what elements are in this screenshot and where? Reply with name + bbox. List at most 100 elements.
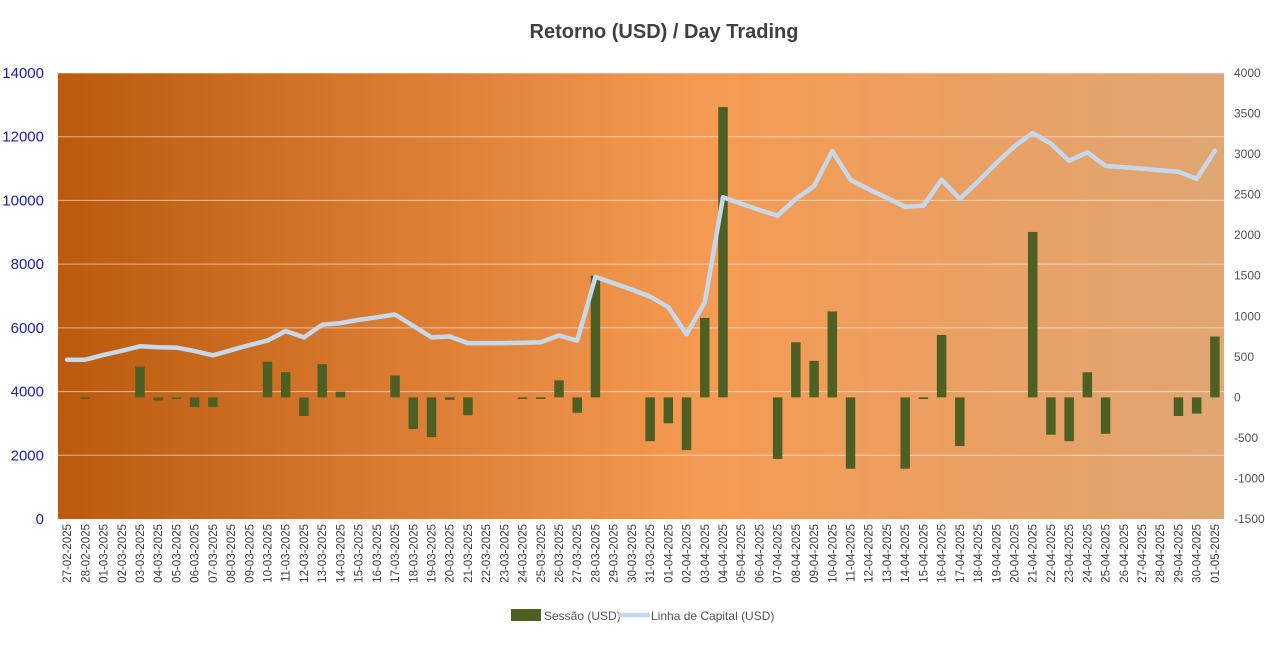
legend: Sessão (USD) Linha de Capital (USD) <box>511 609 774 623</box>
bar <box>80 397 91 399</box>
bar <box>1191 397 1202 414</box>
x-tick-label: 05-04-2025 <box>736 524 748 583</box>
bar <box>918 397 929 399</box>
right-tick-label: 0 <box>1234 390 1241 404</box>
x-tick-label: 06-03-2025 <box>190 524 202 583</box>
bar <box>955 397 965 447</box>
right-tick-label: 500 <box>1234 350 1254 364</box>
x-tick-label: 20-04-2025 <box>1009 524 1021 583</box>
bar <box>517 397 528 399</box>
x-tick-label: 26-03-2025 <box>554 524 566 583</box>
x-tick-label: 17-04-2025 <box>955 524 967 583</box>
bar <box>772 397 783 459</box>
x-tick-label: 19-04-2025 <box>991 524 1003 583</box>
left-axis: 0 2000 4000 6000 8000 10000 12000 14000 <box>2 65 44 528</box>
right-tick-label: -1500 <box>1234 512 1265 526</box>
x-tick-label: 21-04-2025 <box>1028 524 1040 583</box>
x-tick-label: 30-03-2025 <box>627 524 639 583</box>
x-tick-label: 23-03-2025 <box>499 524 511 583</box>
x-tick-label: 18-03-2025 <box>408 524 420 583</box>
bar <box>208 397 218 408</box>
bar <box>189 397 200 408</box>
x-tick-label: 11-03-2025 <box>281 524 293 582</box>
legend-label-sessao: Sessão (USD) <box>544 609 621 623</box>
right-tick-label: -1000 <box>1234 471 1265 485</box>
x-tick-label: 25-03-2025 <box>536 524 548 583</box>
x-tick-label: 12-04-2025 <box>864 524 876 583</box>
bar <box>1210 336 1220 398</box>
x-tick-label: 29-03-2025 <box>609 524 621 583</box>
x-tick-label: 07-03-2025 <box>208 524 220 583</box>
x-tick-label: 04-03-2025 <box>153 524 165 583</box>
left-tick-label: 10000 <box>2 192 44 209</box>
bar <box>171 397 182 399</box>
bar <box>845 397 856 469</box>
x-tick-label: 02-04-2025 <box>682 524 694 583</box>
right-tick-label: 1000 <box>1234 309 1261 323</box>
bar <box>536 397 546 399</box>
x-tick-label: 28-03-2025 <box>590 524 602 583</box>
x-tick-label: 14-03-2025 <box>335 524 347 583</box>
x-tick-label: 16-04-2025 <box>937 524 949 583</box>
x-tick-label: 17-03-2025 <box>390 524 402 583</box>
bar <box>791 342 801 398</box>
x-tick-label: 23-04-2025 <box>1064 524 1076 583</box>
x-tick-label: 25-04-2025 <box>1101 524 1113 583</box>
legend-label-capital: Linha de Capital (USD) <box>651 609 774 623</box>
right-tick-label: 3000 <box>1234 147 1261 161</box>
x-axis: 27-02-2025 28-02-2025 01-03-2025 02-03-2025… <box>62 524 1222 583</box>
chart-title: Retorno (USD) / Day Trading <box>530 21 799 43</box>
bar <box>809 360 819 398</box>
bar <box>900 397 910 469</box>
x-tick-label: 21-03-2025 <box>463 524 475 583</box>
x-tick-label: 27-04-2025 <box>1137 524 1149 583</box>
bar <box>262 361 273 398</box>
x-tick-label: 20-03-2025 <box>445 524 457 583</box>
x-tick-label: 12-03-2025 <box>299 524 311 583</box>
bar <box>1082 372 1093 398</box>
x-tick-label: 09-04-2025 <box>809 524 821 583</box>
x-tick-label: 30-04-2025 <box>1192 524 1204 583</box>
bar <box>936 334 947 398</box>
x-tick-label: 15-04-2025 <box>918 524 930 583</box>
right-tick-label: 4000 <box>1234 66 1261 80</box>
left-tick-label: 14000 <box>2 65 44 82</box>
x-tick-label: 27-02-2025 <box>62 524 74 583</box>
bar-series-sessao <box>80 107 1220 469</box>
bar <box>317 364 327 398</box>
x-tick-label: 19-03-2025 <box>426 524 438 583</box>
bar <box>1027 231 1038 398</box>
x-tick-label: 24-04-2025 <box>1082 524 1094 583</box>
bar <box>1173 397 1184 417</box>
legend-swatch-sessao <box>511 609 541 621</box>
bar <box>335 391 346 398</box>
x-tick-label: 06-04-2025 <box>754 524 766 583</box>
x-tick-label: 22-04-2025 <box>1046 524 1058 583</box>
x-tick-label: 22-03-2025 <box>481 524 493 583</box>
bar <box>681 397 692 451</box>
left-tick-label: 2000 <box>11 447 44 464</box>
bar <box>463 397 473 416</box>
x-tick-label: 18-04-2025 <box>973 524 985 583</box>
bar <box>554 380 564 398</box>
x-tick-label: 10-03-2025 <box>263 524 275 583</box>
x-tick-label: 04-04-2025 <box>718 524 730 583</box>
bar <box>1100 397 1111 434</box>
x-tick-label: 03-03-2025 <box>135 524 147 583</box>
x-tick-label: 13-03-2025 <box>317 524 329 583</box>
x-tick-label: 27-03-2025 <box>572 524 584 583</box>
x-tick-label: 02-03-2025 <box>117 524 129 583</box>
left-tick-label: 0 <box>36 511 44 528</box>
bar <box>408 397 419 429</box>
right-axis: -1500 -1000 -500 0 500 1000 1500 2000 2500 3000 35… <box>1234 66 1265 526</box>
left-tick-label: 4000 <box>11 384 44 401</box>
right-tick-label: 1500 <box>1234 269 1261 283</box>
left-tick-label: 6000 <box>11 320 44 337</box>
bar <box>444 397 455 400</box>
line-series-capital <box>64 130 1218 362</box>
left-tick-label: 8000 <box>11 256 44 273</box>
x-tick-label: 24-03-2025 <box>518 524 530 583</box>
bar <box>700 317 710 398</box>
x-tick-label: 01-04-2025 <box>663 524 675 583</box>
